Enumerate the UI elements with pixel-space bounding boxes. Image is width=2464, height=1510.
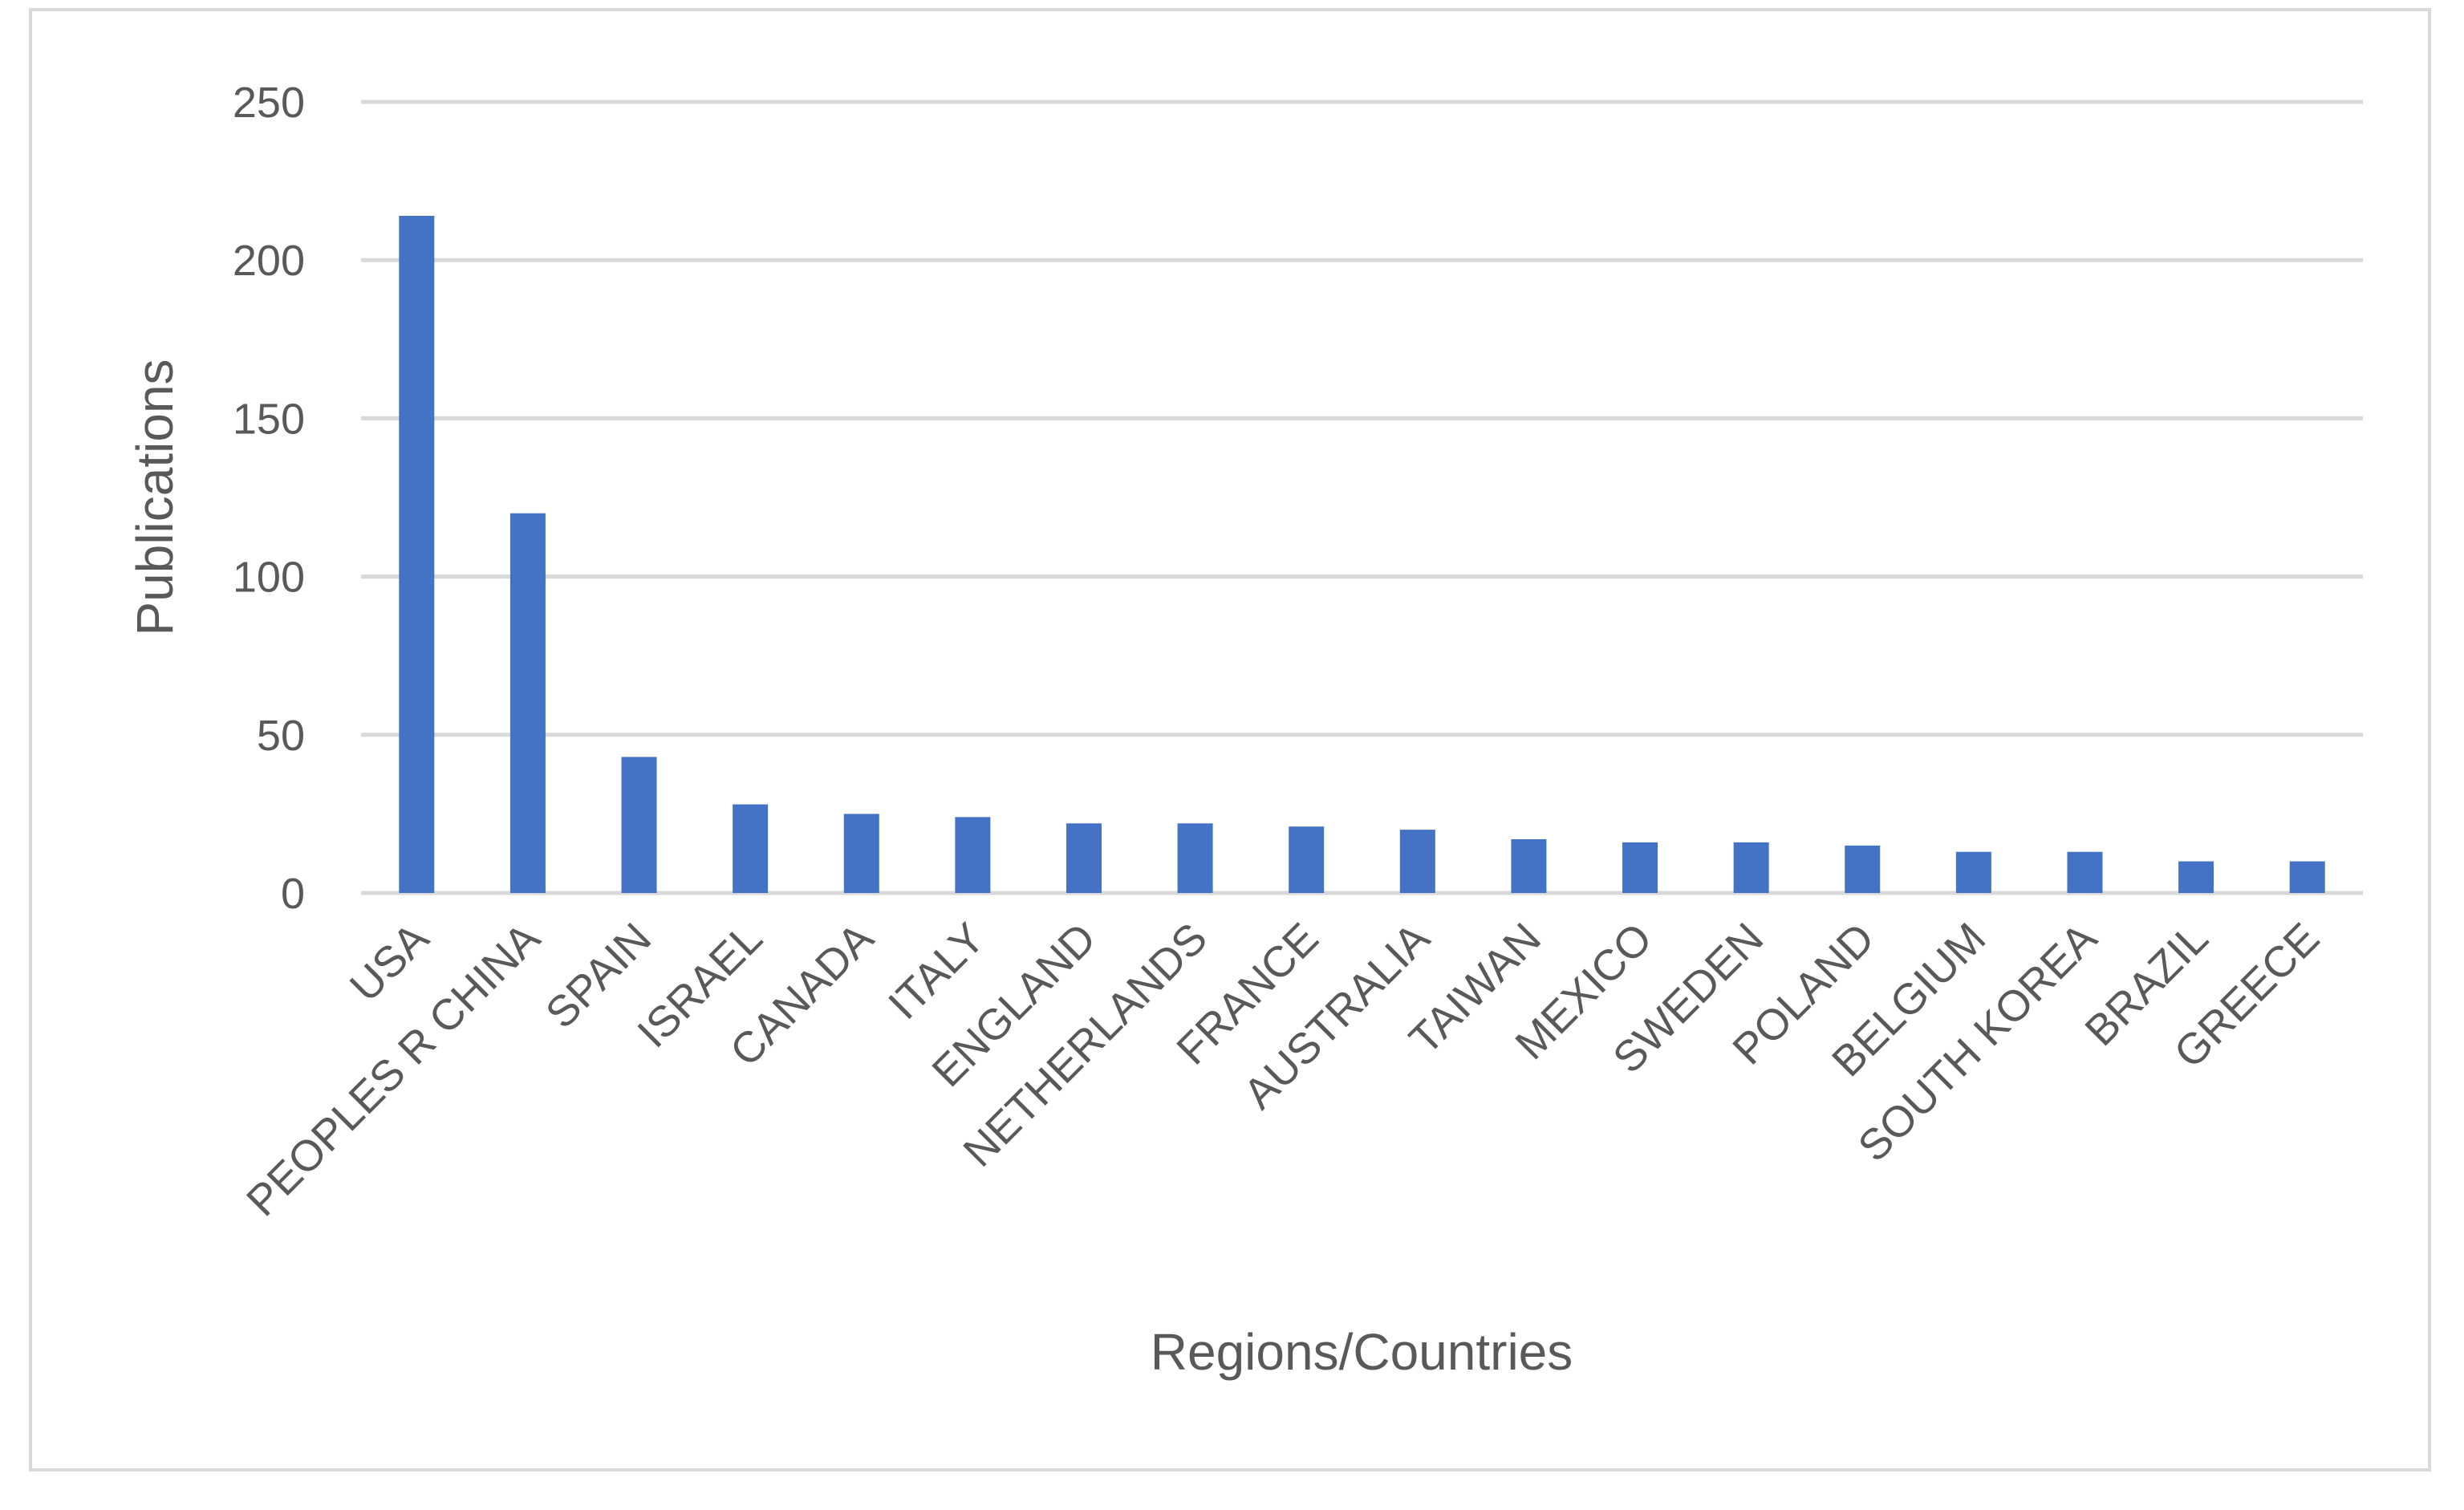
- bar: [621, 757, 657, 893]
- bar: [1955, 851, 1991, 893]
- gridlines: [361, 99, 2363, 895]
- bar: [2067, 851, 2103, 893]
- bar: [1733, 842, 1769, 893]
- bar: [1177, 823, 1213, 893]
- bar: [1289, 826, 1325, 893]
- bar: [1622, 842, 1658, 893]
- bar: [843, 814, 879, 893]
- bar: [2178, 861, 2214, 893]
- x-axis-title: Regions/Countries: [1151, 1323, 1573, 1381]
- bars: [399, 215, 2325, 893]
- y-tick-label: 200: [233, 237, 305, 285]
- bar: [733, 804, 769, 893]
- bar: [955, 817, 991, 893]
- x-tick-label: USA: [341, 914, 438, 1011]
- y-tick-label: 250: [233, 79, 305, 127]
- y-tick-label: 50: [257, 712, 305, 760]
- y-tick-label: 100: [233, 554, 305, 602]
- bar: [399, 215, 435, 893]
- y-axis-title: Publications: [126, 359, 184, 635]
- bar: [1511, 838, 1547, 893]
- y-tick-label: 0: [281, 870, 305, 918]
- bar: [2289, 861, 2325, 893]
- bar: [1399, 830, 1435, 893]
- bar: [509, 513, 546, 893]
- bar: [1066, 823, 1102, 893]
- y-axis-ticks: 0 50 100 150 200 250: [233, 79, 305, 918]
- bar: [1845, 845, 1881, 893]
- y-tick-label: 150: [233, 395, 305, 443]
